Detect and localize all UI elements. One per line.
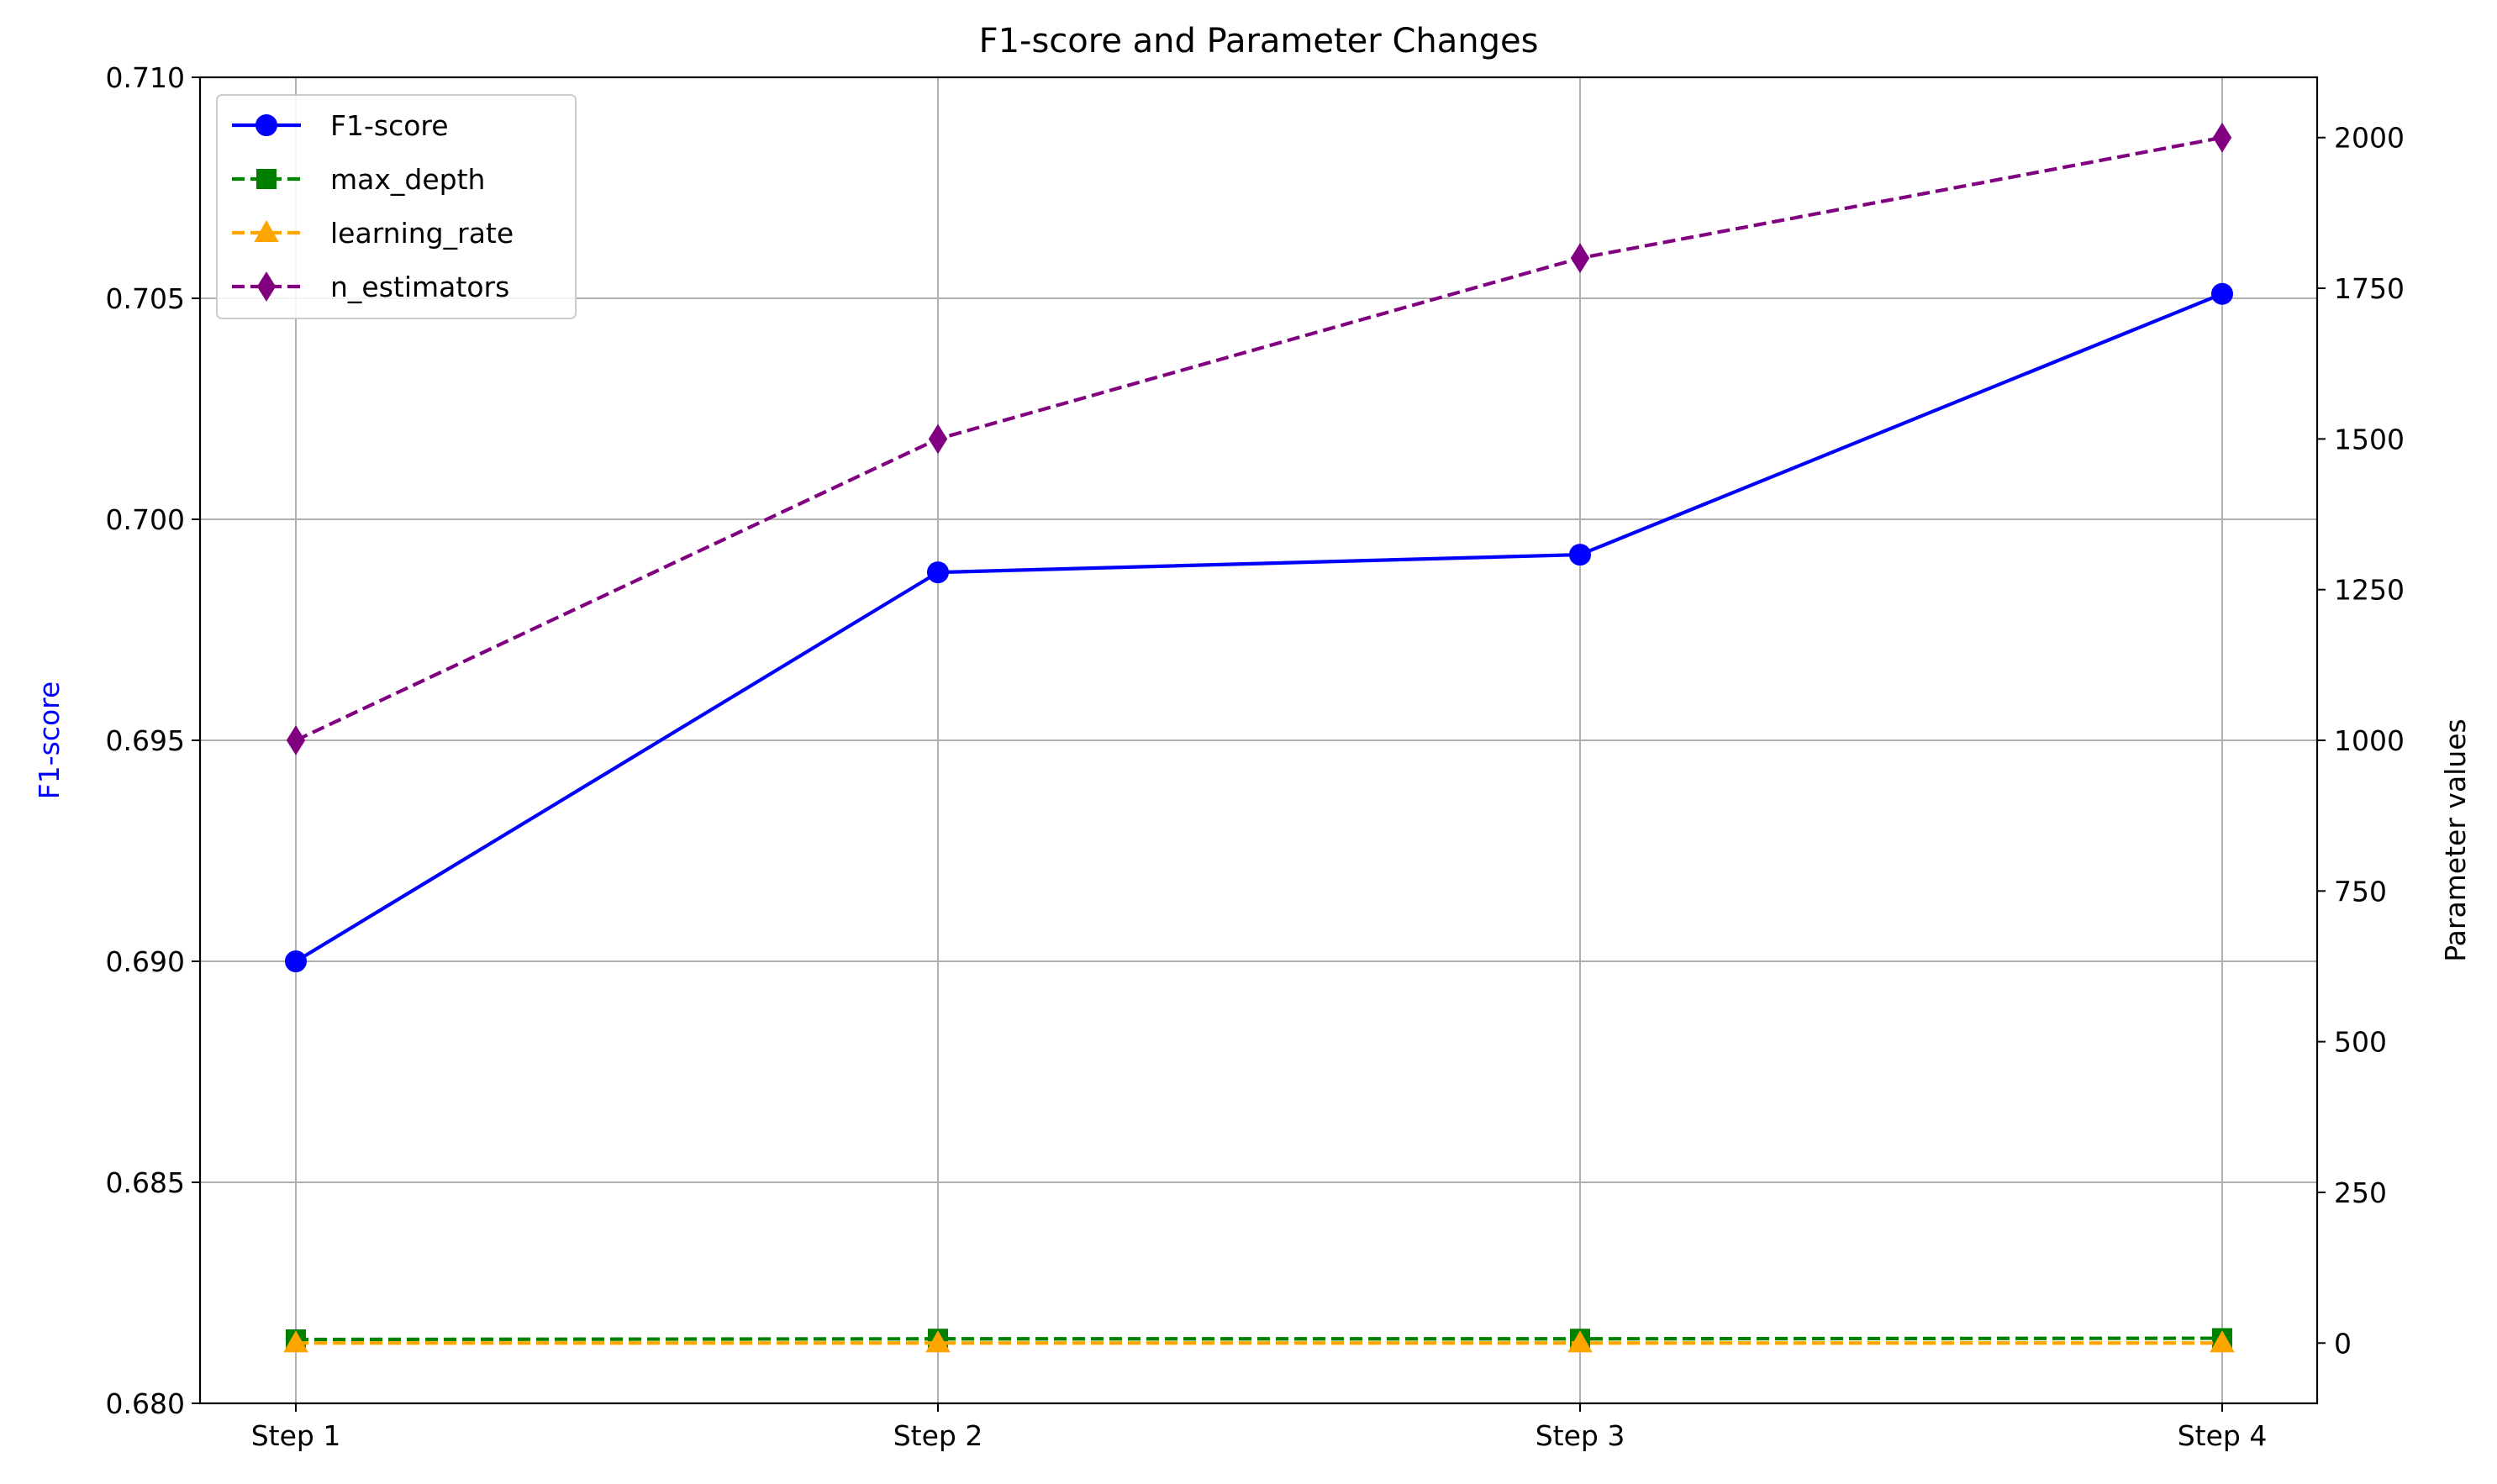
- legend-label: learning_rate: [330, 217, 514, 250]
- line-f1-score: [294, 292, 2223, 963]
- point-learning-rate: [2210, 1330, 2235, 1353]
- y-right-tick-label: 1250: [2334, 574, 2405, 607]
- legend-label: max_depth: [330, 163, 485, 196]
- y-left-tick-label: 0.680: [106, 1387, 185, 1420]
- chart-title: F1-score and Parameter Changes: [979, 22, 1539, 61]
- y-right-tick-label: 1500: [2334, 423, 2405, 455]
- legend-box: [216, 94, 577, 319]
- point-learning-rate: [283, 1330, 308, 1353]
- y-right-tick-label: 1000: [2334, 724, 2405, 757]
- y-left-tick-label: 0.705: [106, 282, 185, 315]
- point-n-estimators: [286, 725, 306, 755]
- y-right-tick-label: 0: [2334, 1327, 2352, 1360]
- point-learning-rate: [925, 1330, 951, 1353]
- y-left-tick-label: 0.710: [106, 61, 185, 94]
- y-right-tick-label: 500: [2334, 1026, 2387, 1059]
- series-n-estimators: [286, 122, 2232, 755]
- x-tick-label: Step 3: [1536, 1419, 1625, 1452]
- legend-entry-learning-rate: learning_rate: [232, 217, 514, 250]
- y-left-tick-label: 0.690: [106, 945, 185, 978]
- y-right-tick-label: 2000: [2334, 122, 2405, 155]
- point-f1-score: [927, 561, 949, 584]
- x-tick-label: Step 2: [893, 1419, 983, 1452]
- x-tick-label: Step 1: [251, 1419, 341, 1452]
- point-f1-score: [285, 950, 307, 972]
- legend-marker: [254, 219, 279, 242]
- legend-marker: [255, 114, 277, 136]
- point-f1-score: [1569, 544, 1591, 566]
- y-left-tick-label: 0.700: [106, 503, 185, 536]
- y-right-tick-label: 250: [2334, 1176, 2387, 1209]
- series-f1-score: [285, 282, 2233, 972]
- y-right-tick-label: 750: [2334, 875, 2387, 908]
- line-n-estimators: [295, 135, 2223, 742]
- legend-marker: [256, 169, 277, 189]
- legend-label: F1-score: [330, 109, 449, 142]
- axes: Step 1 Step 2 Step 3 Step 4 0.680 0.685 0.690 0…: [106, 61, 2405, 1452]
- legend-marker: [256, 271, 277, 302]
- legend-entry-n-estimators: n_estimators: [232, 271, 509, 303]
- y-right-tick-label: 1750: [2334, 272, 2405, 305]
- y-left-axis-label: F1-score: [33, 681, 66, 800]
- y-right-axis-label: Parameter values: [2439, 718, 2472, 962]
- y-left-tick-label: 0.695: [106, 724, 185, 757]
- legend: F1-score max_depth learning_rate n_estimato…: [216, 94, 577, 319]
- point-learning-rate: [1567, 1330, 1593, 1353]
- series-layer: [283, 122, 2235, 1353]
- point-n-estimators: [928, 424, 948, 455]
- x-tick-label: Step 4: [2178, 1419, 2268, 1452]
- point-n-estimators: [2212, 122, 2232, 153]
- legend-label: n_estimators: [330, 271, 509, 303]
- y-left-tick-label: 0.685: [106, 1166, 185, 1199]
- legend-entry-max-depth: max_depth: [232, 163, 485, 196]
- point-n-estimators: [1570, 243, 1590, 274]
- legend-entry-f1-score: F1-score: [232, 109, 449, 142]
- series-learning-rate: [283, 1330, 2235, 1353]
- point-f1-score: [2211, 282, 2233, 305]
